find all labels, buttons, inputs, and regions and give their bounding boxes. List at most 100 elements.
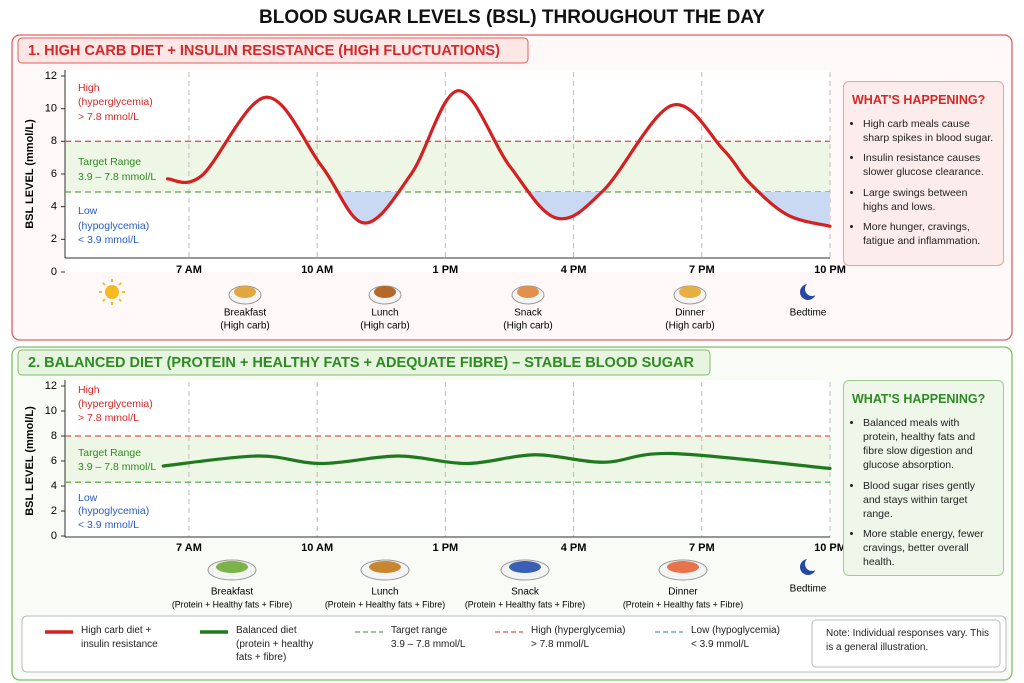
zone-label: < 3.9 mmol/L xyxy=(78,234,139,246)
y-tick-label: 0 xyxy=(51,530,57,542)
side-title: WHAT'S HAPPENING? xyxy=(852,93,986,107)
sun-ray xyxy=(102,282,106,286)
x-tick-label: 1 PM xyxy=(433,264,459,276)
y-tick-label: 12 xyxy=(45,380,57,392)
legend-label: High carb diet + insulin resistance xyxy=(81,625,158,650)
target-band xyxy=(65,436,830,483)
meal-name: Snack xyxy=(511,587,540,598)
y-axis-title: BSL LEVEL (mmol/L) xyxy=(24,406,36,516)
meal-name: Breakfast xyxy=(224,308,266,319)
meal-food xyxy=(374,286,396,298)
sun-icon xyxy=(105,285,119,299)
meal-name: Snack xyxy=(514,308,543,319)
series-line xyxy=(165,89,832,228)
meal-food xyxy=(234,286,256,298)
sun-ray xyxy=(118,298,122,302)
bullet: Large swings between highs and lows. xyxy=(863,186,995,214)
legend-label: Target range 3.9 – 7.8 mmol/L xyxy=(391,625,466,650)
meal-name: Lunch xyxy=(371,308,398,319)
panel-title: 1. HIGH CARB DIET + INSULIN RESISTANCE (… xyxy=(28,43,500,59)
y-tick-label: 10 xyxy=(45,103,57,115)
bullet: High carb meals cause sharp spikes in bl… xyxy=(863,117,995,145)
legend-label: Low (hypoglycemia) < 3.9 mmol/L xyxy=(691,625,780,650)
note-box xyxy=(811,619,1001,668)
meal-name: Breakfast xyxy=(211,587,253,598)
y-tick-label: 10 xyxy=(45,405,57,417)
y-axis-title: BSL LEVEL (mmol/L) xyxy=(24,119,36,229)
panel-title: 2. BALANCED DIET (PROTEIN + HEALTHY FATS… xyxy=(28,355,694,371)
legend-box xyxy=(21,615,1007,673)
meal-name: Lunch xyxy=(371,587,398,598)
x-tick-label: 10 AM xyxy=(301,264,333,276)
x-tick-label: 7 PM xyxy=(689,542,715,554)
y-tick-label: 6 xyxy=(51,168,57,180)
bullet: Blood sugar rises gently and stays withi… xyxy=(863,479,995,522)
legend-label: Balanced diet (protein + healthy fats + … xyxy=(236,625,314,663)
zone-label: (hypoglycemia) xyxy=(78,220,149,232)
series-line xyxy=(161,451,832,471)
meal-food xyxy=(369,561,401,573)
panel-header xyxy=(17,349,711,376)
target-band xyxy=(65,141,830,192)
meal-food xyxy=(517,286,539,298)
moon-cut xyxy=(805,282,819,296)
zone-label: < 3.9 mmol/L xyxy=(78,519,139,531)
x-tick-label: 4 PM xyxy=(561,542,587,554)
meal-note: (Protein + Healthy fats + Fibre) xyxy=(465,599,585,609)
zone-label: High xyxy=(78,384,100,396)
zone-label: 3.9 – 7.8 mmol/L xyxy=(78,171,156,183)
zone-label: Low xyxy=(78,492,98,504)
meal-name: Dinner xyxy=(675,308,705,319)
meal-note: (Protein + Healthy fats + Fibre) xyxy=(172,599,292,609)
sun-ray xyxy=(102,298,106,302)
y-tick-label: 4 xyxy=(51,201,57,213)
legend-detail: 3.9 – 7.8 mmol/L xyxy=(391,638,466,650)
y-tick-label: 12 xyxy=(45,70,57,82)
zone-label: > 7.8 mmol/L xyxy=(78,111,139,123)
bedtime-label: Bedtime xyxy=(790,308,827,319)
side-panel: WHAT'S HAPPENING? Balanced meals with pro… xyxy=(843,380,1004,576)
y-tick-label: 4 xyxy=(51,480,57,492)
zone-label: Target Range xyxy=(78,447,141,459)
y-tick-label: 8 xyxy=(51,135,57,147)
zone-label: Target Range xyxy=(78,156,141,168)
panel-header xyxy=(17,37,529,64)
meal-food xyxy=(216,561,248,573)
meal-food xyxy=(509,561,541,573)
x-tick-label: 7 AM xyxy=(176,542,202,554)
meal-note: (High carb) xyxy=(503,321,552,332)
x-tick-label: 7 AM xyxy=(176,264,202,276)
y-tick-label: 2 xyxy=(51,505,57,517)
zone-label: 3.9 – 7.8 mmol/L xyxy=(78,461,156,473)
bullet-list: High carb meals cause sharp spikes in bl… xyxy=(852,117,995,248)
bullet: More hunger, cravings, fatigue and infla… xyxy=(863,220,995,248)
meal-note: (High carb) xyxy=(220,321,269,332)
meal-note: (High carb) xyxy=(665,321,714,332)
sun-ray xyxy=(118,282,122,286)
moon-cut xyxy=(805,557,819,571)
meal-food xyxy=(679,286,701,298)
zone-label: High xyxy=(78,82,100,94)
zone-label: (hyperglycemia) xyxy=(78,96,153,108)
zone-label: > 7.8 mmol/L xyxy=(78,412,139,424)
y-tick-label: 2 xyxy=(51,233,57,245)
bullet: Insulin resistance causes slower glucose… xyxy=(863,151,995,179)
x-tick-label: 10 PM xyxy=(814,264,846,276)
bullet: Balanced meals with protein, healthy fat… xyxy=(863,416,995,473)
bullet: More stable energy, fewer cravings, bett… xyxy=(863,527,995,570)
note: Note: Individual responses vary. This is… xyxy=(826,628,990,653)
meal-note: (High carb) xyxy=(360,321,409,332)
bedtime-label: Bedtime xyxy=(790,584,827,595)
meal-name: Dinner xyxy=(668,587,698,598)
bullet-list: Balanced meals with protein, healthy fat… xyxy=(852,416,995,570)
x-tick-label: 1 PM xyxy=(433,542,459,554)
zone-label: (hyperglycemia) xyxy=(78,398,153,410)
zone-label: (hypoglycemia) xyxy=(78,505,149,517)
x-tick-label: 7 PM xyxy=(689,264,715,276)
y-tick-label: 6 xyxy=(51,455,57,467)
legend-detail: < 3.9 mmol/L xyxy=(691,638,750,650)
zone-label: Low xyxy=(78,205,98,217)
meal-food xyxy=(667,561,699,573)
meal-note: (Protein + Healthy fats + Fibre) xyxy=(325,599,445,609)
